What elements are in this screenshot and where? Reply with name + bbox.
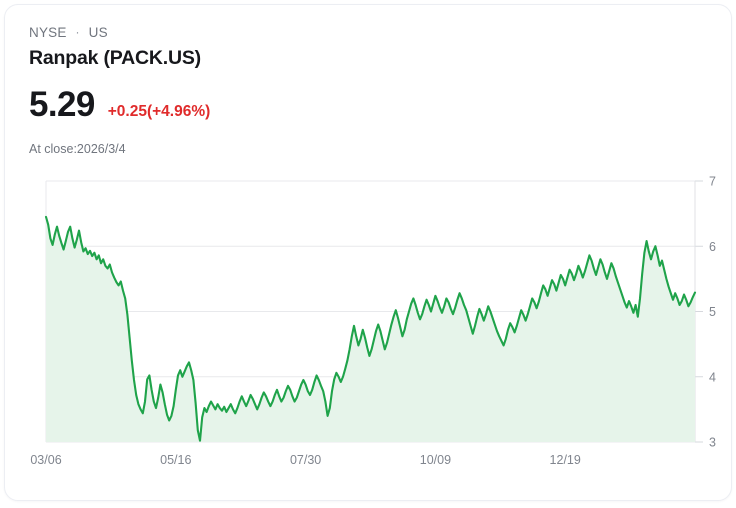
y-axis-tick-label: 4 [709,370,716,384]
current-price: 5.29 [29,85,95,124]
chart-area-fill [46,216,695,442]
chart-line [44,215,697,442]
region-label: US [88,25,108,40]
x-axis-tick-label: 10/09 [420,453,451,467]
chart-y-axis-labels: 3 4 5 6 7 [709,175,716,450]
y-axis-tick-label: 5 [709,305,716,319]
y-axis-tick-label: 3 [709,436,716,450]
quote-header: NYSE · US Ranpak (PACK.US) [29,23,689,71]
y-axis-tick-label: 7 [709,175,716,189]
stock-quote-card: NYSE · US Ranpak (PACK.US) 5.29 +0.25(+4… [4,4,732,501]
quote-summary: 5.29 +0.25(+4.96%) [29,85,210,125]
price-chart-svg[interactable]: 3 4 5 6 7 03/06 05/16 07/30 10/09 12/19 [5,165,732,485]
x-axis-tick-label: 07/30 [290,453,321,467]
price-chart[interactable]: 3 4 5 6 7 03/06 05/16 07/30 10/09 12/19 [5,165,732,485]
page-title: Ranpak (PACK.US) [29,47,201,69]
x-axis-tick-label: 03/06 [30,453,61,467]
exchange-region-row: NYSE · US [29,23,689,42]
y-axis-tick-label: 6 [709,240,716,254]
market-status-text: At close:2026/3/4 [29,142,126,156]
price-change: +0.25(+4.96%) [107,103,211,120]
separator-dot: · [75,25,80,39]
x-axis-tick-label: 12/19 [550,453,581,467]
x-axis-tick-label: 05/16 [160,453,191,467]
exchange-label: NYSE [29,25,67,40]
chart-x-axis-labels: 03/06 05/16 07/30 10/09 12/19 [30,453,581,467]
